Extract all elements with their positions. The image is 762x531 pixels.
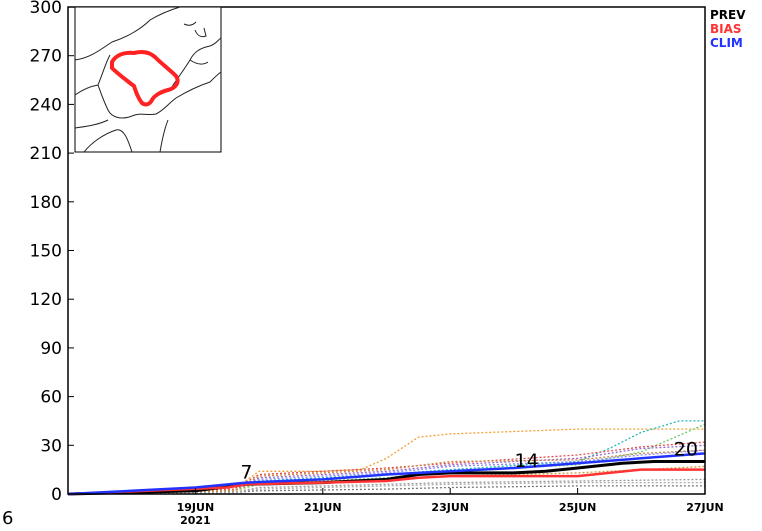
main-series (67, 452, 706, 496)
y-tick-label: 0 (51, 485, 62, 505)
y-tick-label: 60 (40, 388, 62, 408)
y-tick-label: 240 (30, 95, 62, 115)
inset-map (74, 6, 222, 153)
ensemble-member-line-10 (67, 481, 705, 495)
ensemble-member-line-4 (67, 444, 706, 495)
value-annotations: 7 14 20 (240, 439, 698, 484)
y-axis: 0 30 60 90 120 150 180 210 240 270 300 (30, 0, 74, 505)
y-tick-label: 210 (30, 144, 62, 164)
ensemble-member-line-1 (67, 428, 705, 495)
x-tick-label: 25JUN (559, 501, 597, 514)
legend-item-clim: CLIM (710, 36, 743, 50)
y-tick-label: 90 (40, 339, 62, 359)
x-tick-year-label: 2021 (180, 514, 211, 527)
value-annotation: 14 (515, 450, 539, 472)
value-annotation: 20 (674, 439, 698, 461)
y-tick-label: 150 (30, 242, 62, 262)
ensemble-member-line-3 (67, 423, 706, 495)
x-tick-label: 23JUN (431, 501, 469, 514)
inset-map-borders (74, 6, 222, 153)
x-tick-label: 19JUN (177, 501, 215, 514)
y-tick-label: 30 (40, 436, 62, 456)
highlighted-region (110, 50, 180, 107)
series-line-bias (67, 468, 705, 496)
y-tick-label: 270 (30, 47, 62, 67)
y-tick-label: 180 (30, 193, 62, 213)
inset-map-frame (74, 6, 222, 153)
legend-item-prev: PREV (710, 8, 746, 22)
corner-label: 6 (2, 508, 13, 529)
y-tick-label: 300 (30, 0, 62, 18)
x-tick-label: 21JUN (304, 501, 342, 514)
x-tick-label: 27JUN (686, 501, 724, 514)
ensemble-member-line-6 (67, 449, 706, 495)
ensemble-members (67, 420, 706, 495)
ensemble-member-line-2 (67, 420, 705, 495)
y-tick-label: 120 (30, 290, 62, 310)
value-annotation: 7 (240, 461, 252, 483)
legend-item-bias: BIAS (710, 22, 742, 36)
series-line-clim (67, 452, 706, 496)
